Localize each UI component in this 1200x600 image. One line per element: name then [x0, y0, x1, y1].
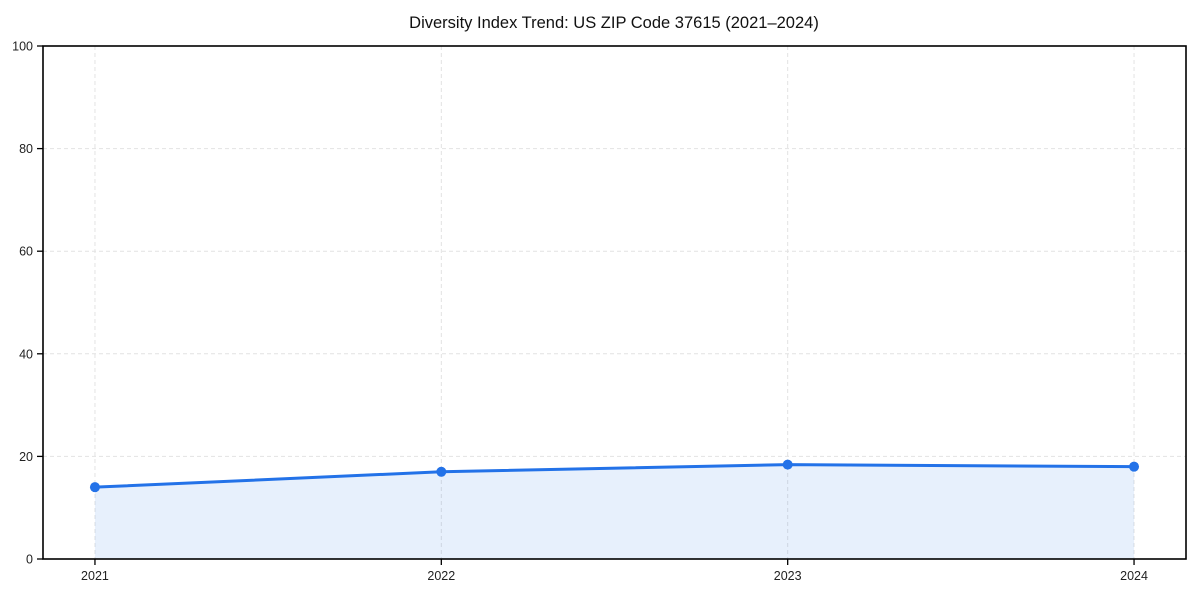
data-point-2023: [782, 459, 793, 470]
axis-layer: 0 20 40 60 80 100 2021 2022 2023 2024: [12, 40, 1187, 583]
area-fill: [94, 464, 1135, 559]
y-tick-label: 60: [19, 245, 33, 259]
trend-line: [93, 463, 1136, 489]
y-tick-label: 80: [19, 142, 33, 156]
data-point-2021: [89, 482, 100, 493]
x-tick-label: 2021: [81, 569, 109, 583]
y-tick-label: 0: [26, 553, 33, 567]
x-tick-label: 2023: [774, 569, 802, 583]
y-tick-label: 100: [12, 40, 33, 54]
y-tick-label: 40: [19, 347, 33, 361]
data-point-2024: [1129, 461, 1140, 472]
x-tick-label: 2022: [427, 569, 455, 583]
series-layer: [89, 459, 1140, 559]
x-tick-label: 2024: [1120, 569, 1148, 583]
plot-border: [42, 45, 1187, 560]
chart-title: Diversity Index Trend: US ZIP Code 37615…: [409, 14, 819, 32]
y-tick-label: 20: [19, 450, 33, 464]
data-point-2022: [436, 466, 447, 477]
